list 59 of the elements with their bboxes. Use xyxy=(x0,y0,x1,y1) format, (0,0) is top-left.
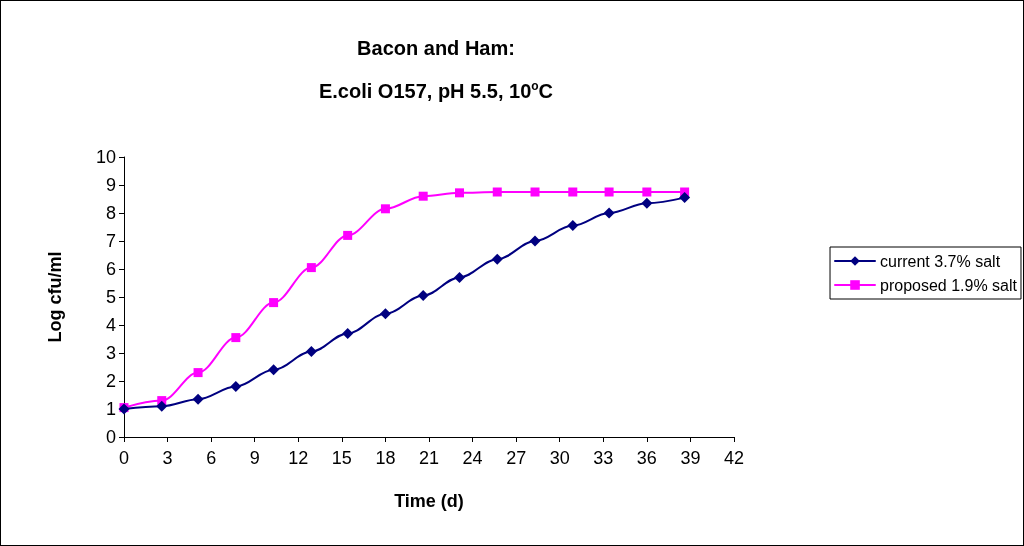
point xyxy=(529,235,541,247)
point xyxy=(604,187,614,197)
x-tick-label: 36 xyxy=(636,448,657,468)
point xyxy=(156,400,168,412)
y-tick-label: 7 xyxy=(105,231,116,251)
point xyxy=(380,204,390,214)
y-tick-label: 4 xyxy=(105,315,116,335)
point xyxy=(568,187,578,197)
point xyxy=(192,393,204,405)
x-tick-label: 42 xyxy=(723,448,745,468)
x-axis-title: Time (d) xyxy=(394,491,464,511)
point xyxy=(642,187,652,197)
x-tick-label: 3 xyxy=(162,448,173,468)
point xyxy=(492,187,502,197)
y-tick-label: 10 xyxy=(95,147,116,167)
point xyxy=(379,308,391,320)
point xyxy=(305,346,317,358)
point xyxy=(679,192,691,204)
x-tick-label: 0 xyxy=(118,448,130,468)
x-tick-label: 27 xyxy=(506,448,527,468)
point xyxy=(268,364,280,376)
y-axis-title: Log cfu/ml xyxy=(45,251,65,343)
x-tick-label: 15 xyxy=(331,448,352,468)
point xyxy=(641,197,653,209)
chart-title: Bacon and Ham: xyxy=(357,37,515,59)
point xyxy=(342,327,354,339)
x-tick-label: 9 xyxy=(249,448,260,468)
point xyxy=(567,220,579,232)
point xyxy=(269,298,279,308)
y-tick-label: 0 xyxy=(105,427,116,447)
y-tick-label: 6 xyxy=(105,259,116,279)
x-tick-label: 21 xyxy=(418,448,440,468)
legend-label: current 3.7% salt xyxy=(880,252,1001,270)
y-tick-label: 8 xyxy=(105,203,116,223)
y-tick-label: 5 xyxy=(105,287,116,307)
point xyxy=(231,333,241,343)
point xyxy=(343,230,353,240)
point xyxy=(193,368,203,378)
y-tick-label: 9 xyxy=(105,175,116,195)
y-tick-label: 2 xyxy=(105,371,116,391)
point xyxy=(230,381,242,393)
legend-label: proposed 1.9% salt xyxy=(880,276,1018,294)
x-tick-label: 30 xyxy=(549,448,570,468)
point xyxy=(418,191,428,201)
x-tick-label: 12 xyxy=(288,448,309,468)
x-tick-label: 39 xyxy=(680,448,701,468)
point xyxy=(454,271,465,283)
point xyxy=(417,290,429,302)
y-tick-label: 3 xyxy=(105,343,116,363)
point xyxy=(306,263,316,273)
x-tick-label: 24 xyxy=(462,448,483,468)
point xyxy=(530,187,540,197)
y-tick-label: 1 xyxy=(105,399,116,419)
point xyxy=(491,253,503,265)
point xyxy=(455,188,464,198)
x-tick-label: 33 xyxy=(593,448,614,468)
x-tick-label: 6 xyxy=(206,448,217,468)
x-tick-label: 18 xyxy=(375,448,396,468)
point xyxy=(603,207,615,219)
